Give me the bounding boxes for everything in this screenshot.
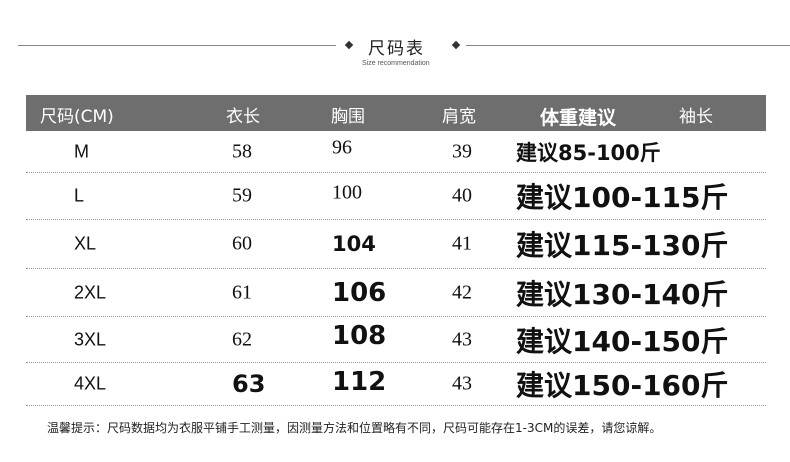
cell-weight: 建议85-100斤 bbox=[516, 140, 661, 165]
cell-weight: 建议140-150斤 bbox=[516, 324, 729, 358]
page-title: 尺码表 bbox=[368, 39, 425, 59]
cell-size: L bbox=[74, 185, 85, 206]
cell-chest: 104 bbox=[332, 232, 376, 256]
cell-length: 58 bbox=[232, 140, 252, 162]
cell-length: 62 bbox=[232, 328, 252, 350]
cell-chest: 108 bbox=[332, 320, 387, 351]
cell-size: 2XL bbox=[74, 282, 107, 302]
table-row: M 58 96 39 建议85-100斤 bbox=[26, 131, 766, 173]
cell-chest: 106 bbox=[332, 277, 387, 308]
cell-length: 61 bbox=[232, 281, 252, 303]
page-subtitle: Size recommendation bbox=[362, 60, 430, 67]
cell-shoulder: 41 bbox=[452, 232, 472, 255]
cell-chest: 100 bbox=[332, 181, 362, 204]
cell-length: 59 bbox=[232, 184, 252, 207]
header-sleeve: 袖长 bbox=[679, 107, 713, 127]
cell-size: M bbox=[74, 141, 89, 161]
title-rule-right bbox=[466, 45, 790, 46]
header-size: 尺码(CM) bbox=[40, 107, 114, 127]
header-weight: 体重建议 bbox=[540, 107, 617, 129]
cell-shoulder: 43 bbox=[452, 328, 472, 350]
cell-length: 63 bbox=[232, 370, 266, 398]
cell-shoulder: 43 bbox=[452, 372, 472, 395]
header-length: 衣长 bbox=[226, 107, 260, 127]
diamond-icon bbox=[344, 40, 354, 50]
header-shoulder: 肩宽 bbox=[442, 107, 476, 127]
table-header: 尺码(CM) 衣长 胸围 肩宽 体重建议 袖长 bbox=[26, 95, 766, 131]
cell-weight: 建议150-160斤 bbox=[516, 369, 729, 402]
diamond-icon bbox=[451, 40, 461, 50]
cell-weight: 建议130-140斤 bbox=[516, 277, 729, 311]
cell-size: 3XL bbox=[74, 329, 107, 349]
cell-chest: 96 bbox=[332, 136, 352, 158]
cell-shoulder: 39 bbox=[452, 140, 472, 162]
cell-weight: 建议100-115斤 bbox=[516, 181, 729, 214]
cell-size: XL bbox=[74, 233, 97, 254]
cell-shoulder: 40 bbox=[452, 184, 472, 207]
table-row: 4XL 63 112 43 建议150-160斤 bbox=[26, 363, 766, 406]
table-row: 3XL 62 108 43 建议140-150斤 bbox=[26, 317, 766, 363]
cell-size: 4XL bbox=[74, 373, 107, 394]
cell-length: 60 bbox=[232, 232, 252, 255]
measurement-note: 温馨提示：尺码数据均为衣服平铺手工测量，因测量方法和位置略有不同，尺码可能存在1… bbox=[47, 421, 662, 435]
cell-chest: 112 bbox=[332, 367, 387, 397]
title-rule-left bbox=[18, 45, 336, 46]
cell-weight: 建议115-130斤 bbox=[516, 229, 729, 262]
table-row: 2XL 61 106 42 建议130-140斤 bbox=[26, 269, 766, 317]
header-chest: 胸围 bbox=[331, 107, 365, 127]
table-row: XL 60 104 41 建议115-130斤 bbox=[26, 220, 766, 269]
table-row: L 59 100 40 建议100-115斤 bbox=[26, 173, 766, 220]
cell-shoulder: 42 bbox=[452, 281, 472, 303]
